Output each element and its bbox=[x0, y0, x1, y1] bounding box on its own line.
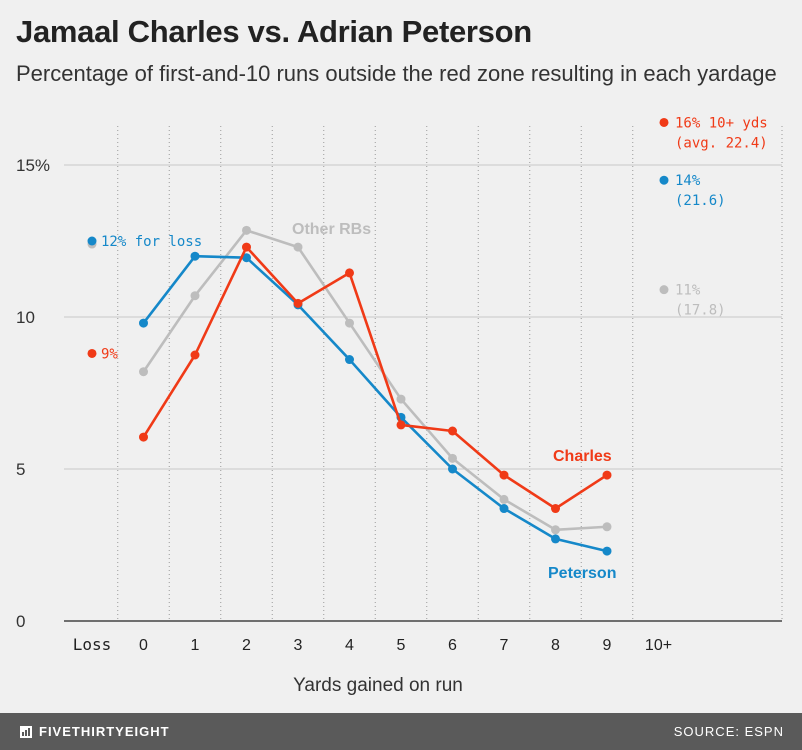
series-line-other-rbs bbox=[142, 229, 608, 532]
data-point-charles-loss bbox=[87, 348, 97, 358]
loss-label-peterson: 12% for loss bbox=[101, 234, 202, 250]
x-tick-label-9: 9 bbox=[603, 637, 612, 654]
data-point-other-rbs-2 bbox=[242, 225, 251, 235]
data-point-other-rbs-3 bbox=[293, 242, 303, 252]
data-point-other-rbs-10plus bbox=[659, 285, 669, 295]
ten-plus-avg-charles: (avg. 22.4) bbox=[675, 135, 768, 151]
data-point-peterson-0 bbox=[139, 318, 148, 328]
x-tick-label-2: 2 bbox=[242, 637, 251, 654]
series-line-peterson bbox=[142, 254, 608, 553]
data-point-other-rbs-1 bbox=[190, 291, 200, 301]
data-point-other-rbs-5 bbox=[396, 394, 406, 404]
y-tick-label-10: 10 bbox=[16, 308, 35, 327]
data-point-charles-1 bbox=[190, 350, 200, 360]
data-point-peterson-7 bbox=[499, 504, 509, 514]
x-tick-label-6: 6 bbox=[448, 637, 457, 654]
data-point-peterson-8 bbox=[551, 534, 560, 544]
source-note: SOURCE: ESPN bbox=[673, 724, 784, 739]
series-label-charles: Charles bbox=[553, 448, 612, 465]
data-point-charles-10plus bbox=[659, 117, 669, 127]
data-point-charles-4 bbox=[345, 268, 354, 278]
data-point-charles-9 bbox=[602, 470, 612, 480]
data-point-peterson-loss bbox=[87, 236, 97, 246]
chart-title: Jamaal Charles vs. Adrian Peterson bbox=[16, 14, 532, 49]
series-label-peterson: Peterson bbox=[548, 565, 616, 582]
x-tick-label-Loss: Loss bbox=[73, 635, 112, 654]
x-tick-label-0: 0 bbox=[139, 637, 148, 654]
data-point-peterson-10plus bbox=[659, 175, 669, 185]
x-axis-title: Yards gained on run bbox=[293, 675, 463, 696]
x-tick-label-10+: 10+ bbox=[645, 637, 672, 654]
ten-plus-label-other-rbs: 11% bbox=[675, 283, 701, 299]
data-point-charles-2 bbox=[242, 242, 251, 252]
line-chart: 0 5 10 15% Loss 0 1 2 3 4 5 6 7 8 9 10+ Yards gained on … bbox=[16, 115, 783, 696]
series-label-other-rbs: Other RBs bbox=[292, 221, 371, 238]
y-tick-label-0: 0 bbox=[16, 612, 25, 631]
loss-label-charles: 9% bbox=[101, 346, 118, 362]
data-point-peterson-6 bbox=[448, 464, 457, 474]
data-point-charles-6 bbox=[448, 426, 457, 436]
footer-bar: FIVETHIRTYEIGHT SOURCE: ESPN bbox=[0, 713, 802, 750]
y-tick-label-15: 15% bbox=[16, 156, 50, 175]
x-tick-label-5: 5 bbox=[397, 637, 406, 654]
data-point-other-rbs-9 bbox=[602, 522, 612, 532]
brand-logo: FIVETHIRTYEIGHT bbox=[20, 724, 170, 739]
data-point-other-rbs-6 bbox=[448, 453, 457, 463]
data-point-other-rbs-7 bbox=[499, 494, 509, 504]
chart-subtitle: Percentage of first-and-10 runs outside … bbox=[16, 61, 777, 86]
ten-plus-avg-other-rbs: (17.8) bbox=[675, 303, 726, 319]
data-point-peterson-4 bbox=[345, 355, 354, 365]
ten-plus-label-charles: 16% 10+ yds bbox=[675, 115, 768, 131]
brand-name: FIVETHIRTYEIGHT bbox=[39, 724, 170, 739]
data-point-other-rbs-4 bbox=[345, 318, 354, 328]
x-tick-label-4: 4 bbox=[345, 637, 354, 654]
series-line-charles bbox=[142, 245, 608, 510]
data-point-charles-8 bbox=[551, 504, 560, 514]
data-point-charles-7 bbox=[499, 470, 509, 480]
data-point-charles-3 bbox=[293, 298, 303, 308]
y-tick-label-5: 5 bbox=[16, 460, 25, 479]
x-tick-label-7: 7 bbox=[500, 637, 509, 654]
data-point-charles-0 bbox=[139, 432, 148, 442]
brand-icon bbox=[20, 725, 32, 738]
ten-plus-label-peterson: 14% bbox=[675, 173, 701, 189]
ten-plus-avg-peterson: (21.6) bbox=[675, 193, 726, 209]
data-point-peterson-2 bbox=[242, 253, 251, 263]
data-point-charles-5 bbox=[396, 420, 406, 430]
data-point-peterson-9 bbox=[602, 546, 612, 556]
data-point-other-rbs-0 bbox=[139, 367, 148, 377]
x-tick-label-3: 3 bbox=[294, 637, 303, 654]
data-point-peterson-1 bbox=[190, 251, 200, 261]
x-tick-label-1: 1 bbox=[191, 637, 200, 654]
data-point-other-rbs-8 bbox=[551, 525, 560, 535]
x-tick-label-8: 8 bbox=[551, 637, 560, 654]
